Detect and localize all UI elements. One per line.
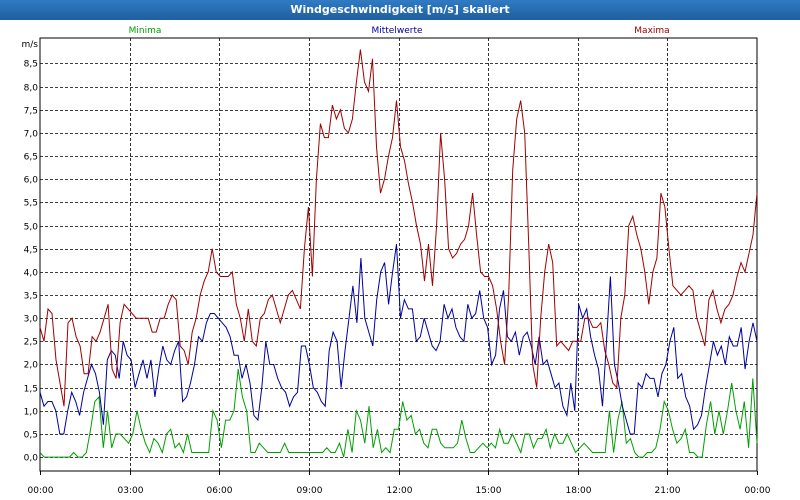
x-tick-time: 18:00 xyxy=(566,486,592,496)
legend-entry-mittelwerte: Mittelwerte xyxy=(371,26,422,36)
y-tick-label: 5,0 xyxy=(24,223,39,233)
x-tick-time: 00:00 xyxy=(745,486,771,496)
x-tick-time: 21:00 xyxy=(655,486,681,496)
legend-entry-maxima: Maxima xyxy=(634,26,669,36)
y-tick-label: 6,0 xyxy=(24,176,39,186)
y-tick-label: 1,5 xyxy=(24,385,38,395)
y-axis-label: m/s xyxy=(22,40,39,50)
y-tick-label: 8,0 xyxy=(24,84,39,94)
x-tick-time: 09:00 xyxy=(297,486,323,496)
x-tick-time: 03:00 xyxy=(118,486,144,496)
y-tick-label: 2,0 xyxy=(24,361,39,371)
series-maxima-line xyxy=(39,49,758,407)
legend: Minima Mittelwerte Maxima xyxy=(129,26,670,36)
y-tick-label: 1,0 xyxy=(24,408,39,418)
y-tick-label: 4,5 xyxy=(24,246,38,256)
y-tick-label: 2,5 xyxy=(24,338,38,348)
series-lines xyxy=(39,49,758,458)
x-tick-time: 06:00 xyxy=(207,486,233,496)
x-tick-time: 15:00 xyxy=(476,486,502,496)
y-tick-label: 3,5 xyxy=(24,292,38,302)
y-tick-label: 4,0 xyxy=(24,269,39,279)
y-tick-label: 0,0 xyxy=(24,454,39,464)
x-tick-time: 12:00 xyxy=(387,486,413,496)
y-tick-label: 8,5 xyxy=(24,60,38,70)
x-tick-time: 00:00 xyxy=(28,486,54,496)
series-minima-line xyxy=(39,369,758,458)
plot-frame xyxy=(39,37,758,472)
grid xyxy=(39,37,758,475)
chart-title: Windgeschwindigkeit [m/s] skaliert xyxy=(0,0,800,20)
y-tick-label: 7,5 xyxy=(24,107,38,117)
series-mittelwerte-line xyxy=(39,244,758,435)
y-tick-label: 3,0 xyxy=(24,315,39,325)
chart: 0,0 0,5 1,0 1,5 2,0 2,5 3,0 3,5 4,0 4,5 5,0 5,5 6,0 6… xyxy=(22,26,771,496)
y-tick-label: 7,0 xyxy=(24,130,39,140)
axis-labels: 0,0 0,5 1,0 1,5 2,0 2,5 3,0 3,5 4,0 4,5 5,0 5,5 6,0 6… xyxy=(22,40,771,496)
y-tick-label: 6,5 xyxy=(24,153,38,163)
y-tick-label: 5,5 xyxy=(24,199,38,209)
legend-entry-minima: Minima xyxy=(129,26,162,36)
y-tick-label: 0,5 xyxy=(24,431,38,441)
